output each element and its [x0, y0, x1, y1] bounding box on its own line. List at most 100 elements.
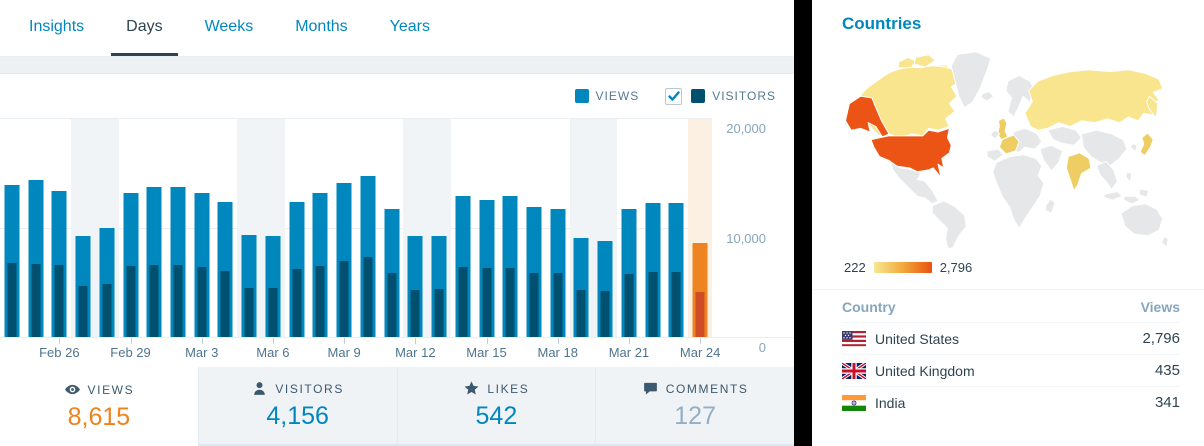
- x-axis-label: Mar 6: [256, 345, 290, 360]
- bar-slot-mar-6[interactable]: [261, 119, 285, 337]
- tab-days[interactable]: Days: [111, 0, 178, 56]
- visitors-bar[interactable]: [126, 266, 136, 337]
- world-map-choropleth[interactable]: [838, 44, 1174, 256]
- visitors-bar[interactable]: [173, 264, 183, 337]
- bar-slot-mar-5[interactable]: [237, 119, 262, 337]
- bar-slot-mar-13[interactable]: [427, 119, 451, 337]
- stat-tab-value: 4,156: [266, 402, 329, 430]
- tab-months[interactable]: Months: [295, 17, 348, 35]
- bar-slot-mar-9[interactable]: [332, 119, 356, 337]
- bar-slot-mar-4[interactable]: [214, 119, 238, 337]
- countries-table-body: United States 2,796 United Kingdom 435 India…: [841, 322, 1180, 418]
- bar-slot-feb-29[interactable]: [119, 119, 143, 337]
- visitors-bar[interactable]: [648, 272, 658, 337]
- stat-tab-value: 127: [674, 402, 716, 430]
- bar-slot-mar-19[interactable]: [569, 119, 594, 337]
- visitors-bar[interactable]: [482, 268, 492, 337]
- visitors-bar[interactable]: [149, 265, 159, 337]
- bar-slot-mar-20[interactable]: [593, 119, 618, 337]
- bar-slot-feb-28[interactable]: [94, 119, 119, 337]
- bar-slot-mar-12[interactable]: [403, 119, 428, 337]
- visitors-bar[interactable]: [458, 266, 468, 337]
- visitors-bar[interactable]: [7, 262, 17, 337]
- visitors-bar[interactable]: [410, 289, 420, 337]
- map-india: [1065, 152, 1092, 192]
- tab-years[interactable]: Years: [389, 17, 430, 35]
- visitors-bar[interactable]: [363, 257, 373, 337]
- bar-slot-mar-15[interactable]: [475, 119, 499, 337]
- bar-slot-feb-26[interactable]: [47, 119, 71, 337]
- bar-slot-mar-14[interactable]: [451, 119, 475, 337]
- map-canada: [913, 54, 936, 68]
- bar-slot-mar-21[interactable]: [617, 119, 641, 337]
- stats-traffic-panel: Insights Days Weeks Months Years VIEWS VISIT…: [0, 0, 794, 446]
- tab-insights[interactable]: Insights: [29, 17, 85, 35]
- visitors-checkbox[interactable]: [665, 87, 683, 105]
- bar-slot-mar-7[interactable]: [285, 119, 309, 337]
- visitors-bar[interactable]: [244, 287, 254, 337]
- visitors-bar[interactable]: [315, 266, 325, 337]
- visitors-bar[interactable]: [434, 288, 444, 337]
- country-views-count: 435: [1154, 362, 1180, 379]
- visitors-swatch-icon: [691, 89, 706, 103]
- countries-panel: Countries: [812, 0, 1204, 446]
- stat-tab-comments[interactable]: COMMENTS 127: [595, 367, 794, 446]
- visitors-bar[interactable]: [268, 287, 278, 337]
- map-alaska: [845, 95, 890, 138]
- map-new-zealand: [1161, 236, 1169, 248]
- visitors-bar[interactable]: [31, 263, 41, 337]
- legend-views: VIEWS: [574, 89, 640, 103]
- bar-slot-mar-11[interactable]: [380, 119, 404, 337]
- country-row-united-states[interactable]: United States 2,796: [842, 322, 1180, 354]
- visitors-bar[interactable]: [54, 265, 64, 337]
- visitors-bar[interactable]: [197, 266, 207, 337]
- bar-slot-mar-18[interactable]: [546, 119, 570, 337]
- bar-slot-mar-8[interactable]: [309, 119, 333, 337]
- map-ireland: [990, 129, 1000, 140]
- bar-slot-mar-10[interactable]: [356, 119, 380, 337]
- stat-tab-likes[interactable]: LIKES 542: [396, 367, 596, 446]
- bar-slot-mar-17[interactable]: [522, 119, 546, 337]
- y-axis-tick: 0: [758, 340, 766, 355]
- visitors-bar[interactable]: [671, 271, 681, 337]
- bar-slot-mar-23[interactable]: [665, 119, 689, 337]
- bar-slot-mar-2[interactable]: [166, 119, 190, 337]
- visitors-bar[interactable]: [220, 270, 230, 337]
- eye-icon: [64, 384, 80, 395]
- visitors-bar[interactable]: [600, 290, 610, 337]
- visitors-bar[interactable]: [339, 261, 349, 337]
- visitors-bar[interactable]: [553, 273, 563, 337]
- x-axis-label: Feb 29: [110, 345, 151, 360]
- visitors-bar[interactable]: [624, 273, 634, 337]
- map-korea: [1130, 142, 1138, 153]
- bar-slot-mar-3[interactable]: [190, 119, 214, 337]
- visitors-bar[interactable]: [102, 284, 112, 337]
- bar-slot-mar-22[interactable]: [641, 119, 665, 337]
- stat-tab-views[interactable]: VIEWS 8,615: [0, 367, 198, 446]
- country-name: United Kingdom: [875, 362, 975, 379]
- map-iceland: [980, 91, 995, 102]
- visitors-bar[interactable]: [292, 268, 302, 337]
- y-axis-tick: 10,000: [726, 230, 766, 246]
- bar-slot-mar-1[interactable]: [142, 119, 166, 337]
- views-column-header: Views: [1140, 299, 1180, 315]
- country-row-india[interactable]: India 341: [842, 386, 1180, 418]
- visitors-bar[interactable]: [695, 291, 705, 337]
- bar-slot-feb-25[interactable]: [24, 119, 48, 337]
- x-axis-tick-mark: [415, 338, 417, 344]
- bar-slot-feb-24[interactable]: [0, 119, 24, 337]
- bar-slot-feb-27[interactable]: [71, 119, 95, 337]
- visitors-bar[interactable]: [576, 290, 586, 337]
- visitors-bar[interactable]: [529, 272, 539, 337]
- visitors-bar[interactable]: [505, 268, 515, 337]
- visitors-bar[interactable]: [387, 273, 397, 337]
- country-row-united-kingdom[interactable]: United Kingdom 435: [841, 354, 1180, 386]
- star-icon: [464, 381, 479, 395]
- countries-title: Countries: [842, 14, 922, 33]
- bar-slot-mar-24[interactable]: [688, 119, 712, 337]
- bar-slot-mar-16[interactable]: [498, 119, 522, 337]
- tab-weeks[interactable]: Weeks: [204, 17, 254, 35]
- stat-tab-visitors[interactable]: VISITORS 4,156: [197, 367, 397, 446]
- in-flag-icon: [842, 394, 866, 411]
- visitors-bar[interactable]: [78, 285, 88, 337]
